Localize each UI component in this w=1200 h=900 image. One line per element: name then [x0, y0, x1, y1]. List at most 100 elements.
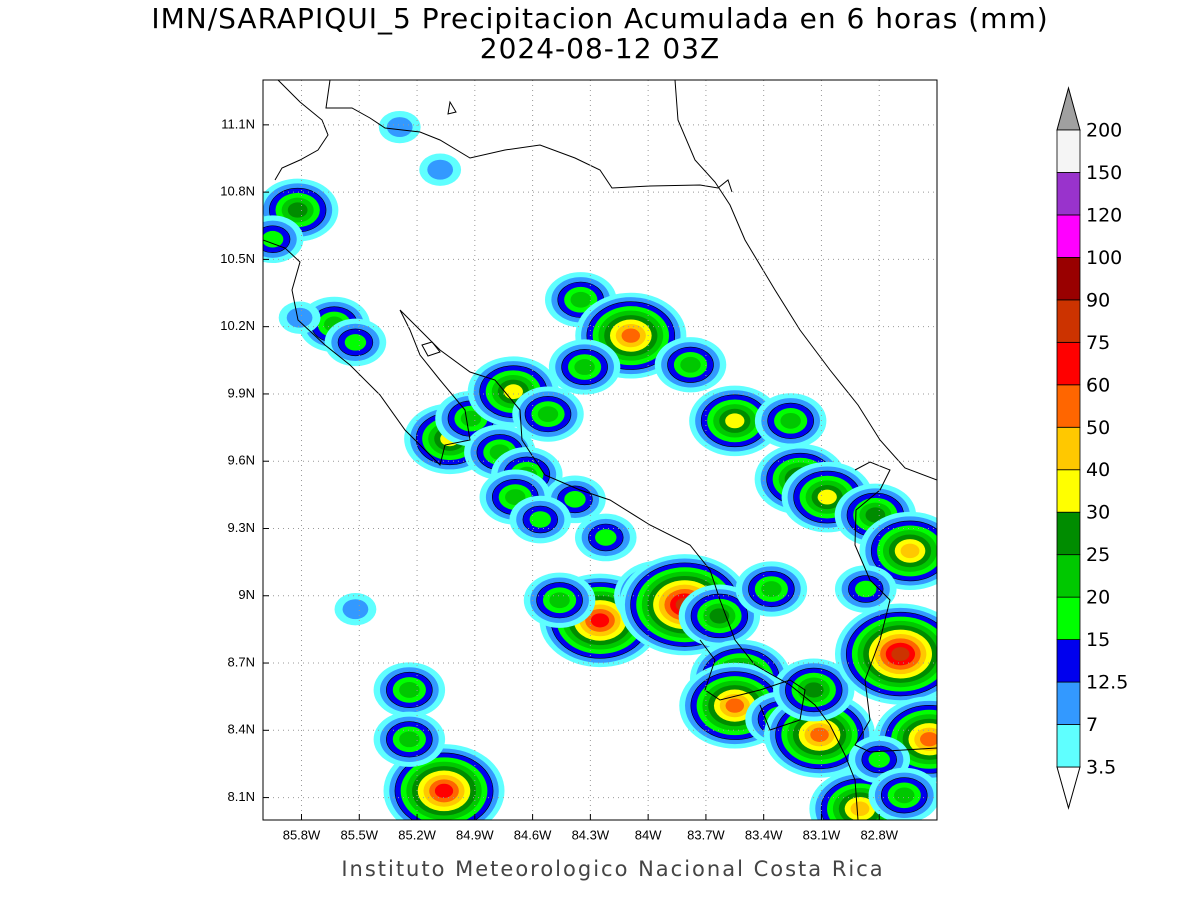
precip-contour [529, 511, 552, 528]
precip-contour [286, 307, 313, 328]
map-subtitle: 2024-08-12 03Z [480, 32, 720, 65]
y-tick-label: 8.4N [228, 722, 255, 737]
precip-contour [399, 731, 420, 748]
precip-contour [780, 412, 801, 429]
x-tick-label: 85.5W [340, 827, 378, 842]
coastline [674, 80, 937, 481]
x-tick-label: 84.6W [514, 827, 552, 842]
x-tick-label: 85.8W [283, 827, 321, 842]
precip-contour [434, 783, 454, 798]
y-tick-label: 9.6N [228, 453, 255, 468]
colorbar: 3.5 7 12.5 15 20 25 30 40 50 60 75 90 100 120 150 200 [1056, 86, 1128, 810]
x-tick-label: 85.2W [398, 827, 436, 842]
precip-contour [427, 159, 454, 180]
precipitation-field [263, 110, 937, 820]
colorbar-box [1056, 469, 1081, 513]
x-tick-label: 84.9W [456, 827, 494, 842]
y-tick-label: 10.5N [220, 251, 255, 266]
precip-contour [817, 489, 837, 505]
precip-contour [505, 489, 526, 505]
border [699, 461, 937, 753]
colorbar-label: 15 [1086, 629, 1110, 651]
y-tick-label: 10.8N [220, 184, 255, 199]
y-tick-label: 9N [238, 587, 255, 602]
colorbar-label: 20 [1086, 587, 1110, 609]
precip-contour [894, 787, 915, 804]
colorbar-label: 90 [1086, 289, 1110, 311]
x-tick-label: 83.1W [803, 827, 841, 842]
colorbar-label: 150 [1086, 162, 1122, 184]
precip-contour [564, 491, 586, 508]
precip-contour [344, 334, 367, 351]
precip-contour [570, 291, 591, 308]
x-tick-label: 84W [635, 827, 662, 842]
colorbar-box [1056, 511, 1081, 556]
y-tick-label: 11.1N [221, 116, 255, 131]
colorbar-box [1056, 129, 1081, 173]
colorbar-box [1056, 596, 1081, 641]
precip-contour [263, 230, 284, 248]
x-tick-label: 82.8W [860, 827, 898, 842]
colorbar-label: 7 [1086, 714, 1098, 736]
colorbar-label: 120 [1086, 204, 1122, 226]
colorbar-box [1056, 681, 1081, 725]
y-tick-label: 8.7N [228, 654, 255, 669]
precip-contour [761, 581, 782, 597]
plot-frame [262, 79, 938, 821]
coastline [274, 80, 733, 193]
coastline [421, 100, 457, 357]
colorbar-label: 50 [1086, 417, 1110, 439]
precip-contour [342, 599, 369, 620]
colorbar-label: 60 [1086, 374, 1110, 396]
precip-contour [549, 592, 570, 609]
colorbar-box [1056, 214, 1081, 258]
precip-contour [725, 698, 745, 713]
precip-contour [803, 682, 824, 698]
precip-contour [621, 328, 641, 343]
colorbar-box [1056, 341, 1081, 386]
axes: 85.8W 85.5W 85.2W 84.9W 84.6W 84.3W 84W 83.7W 83… [220, 116, 898, 842]
colorbar-label: 3.5 [1086, 757, 1116, 779]
x-tick-label: 83.4W [745, 827, 783, 842]
precip-contour [850, 801, 870, 817]
colorbar-box [1056, 256, 1081, 301]
colorbar-label: 30 [1086, 502, 1110, 524]
x-tick-label: 84.3W [572, 827, 610, 842]
colorbar-box [1056, 639, 1081, 683]
precip-contour [386, 117, 413, 138]
precip-contour [725, 413, 745, 429]
coastline [263, 239, 859, 820]
precip-contour [503, 384, 523, 400]
footer: Instituto Meteorologico Nacional Costa R… [341, 857, 884, 881]
precip-contour [868, 751, 890, 768]
precip-contour [891, 647, 910, 662]
precip-contour [574, 359, 595, 375]
y-tick-label: 9.3N [228, 520, 255, 535]
precip-contour [287, 202, 308, 218]
colorbar-label: 200 [1086, 120, 1122, 142]
precip-contour [920, 732, 937, 747]
y-tick-label: 10.2N [220, 318, 255, 333]
colorbar-label: 75 [1086, 332, 1110, 354]
colorbar-label: 100 [1086, 247, 1122, 269]
coastlines [263, 80, 937, 820]
precip-contour [595, 529, 617, 546]
colorbar-label: 40 [1086, 459, 1110, 481]
colorbar-box [1056, 426, 1081, 471]
colorbar-box [1056, 172, 1081, 216]
precip-contour [865, 507, 886, 523]
precip-contour [537, 406, 559, 423]
colorbar-box [1056, 724, 1081, 768]
precip-contour [680, 356, 701, 373]
precip-contour [900, 543, 920, 559]
grid [263, 80, 937, 820]
precip-contour [590, 613, 610, 628]
precip-contour [855, 580, 877, 598]
x-tick-label: 83.7W [687, 827, 725, 842]
precip-contour [810, 727, 829, 742]
colorbar-label: 12.5 [1086, 672, 1128, 694]
y-tick-label: 9.9N [228, 385, 255, 400]
y-tick-label: 8.1N [228, 789, 255, 804]
